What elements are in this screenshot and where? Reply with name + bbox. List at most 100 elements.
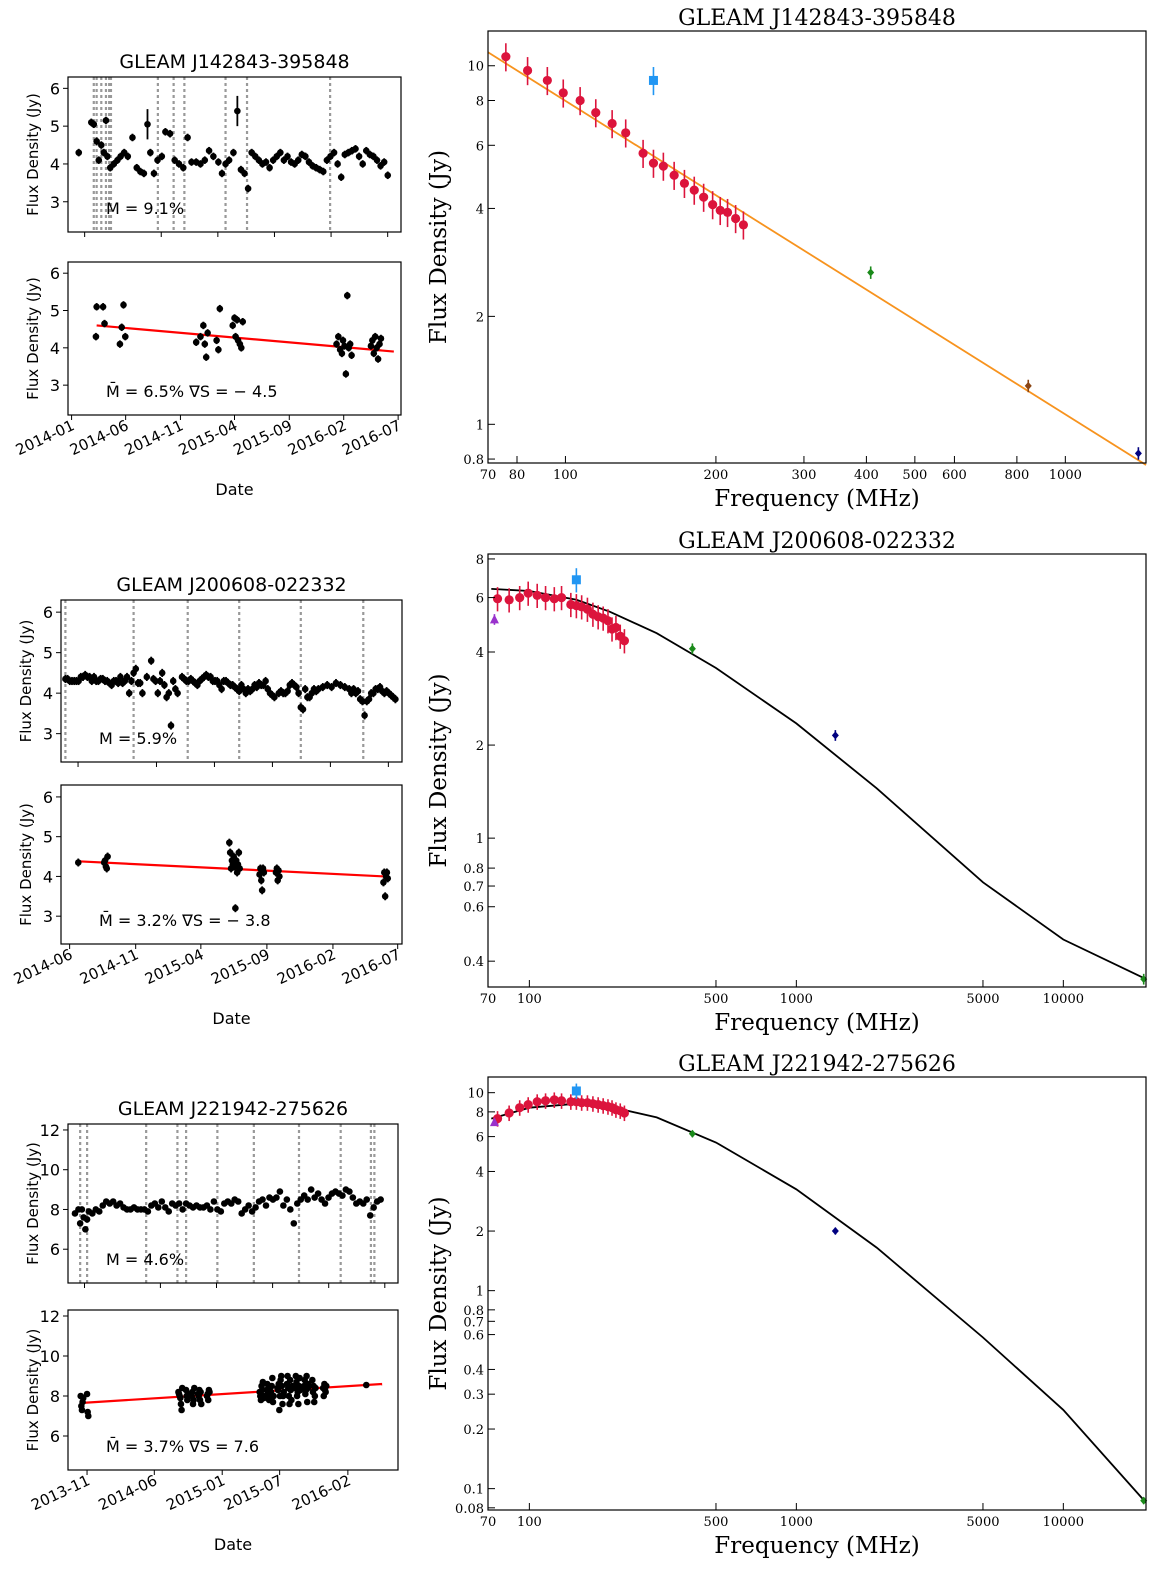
data-point: [532, 1097, 542, 1107]
data-point: [515, 1103, 525, 1113]
data-point: [374, 355, 382, 363]
data-point: [188, 158, 195, 166]
data-point: [90, 120, 98, 128]
x-tick-label: 2016-02: [289, 1471, 353, 1514]
data-point: [556, 1096, 567, 1106]
trend-line: [80, 1382, 383, 1405]
data-point: [287, 1206, 294, 1213]
data-point: [268, 1382, 276, 1390]
data-point: [377, 335, 385, 342]
x-tick-label: 80: [509, 468, 526, 483]
data-point: [257, 877, 265, 884]
data-point: [532, 590, 542, 600]
x-tick-label: 10000: [1043, 1515, 1084, 1530]
data-point: [322, 1382, 330, 1390]
variability-annotation: M = 5.9%: [99, 729, 177, 748]
data-point: [204, 329, 211, 337]
data-point: [104, 153, 111, 160]
sed-panel-sed1: GLEAM J142843-395848 70 80 100 200 300 400 500 6…: [426, 6, 1147, 512]
y-tick-label: 4: [476, 202, 484, 217]
data-point: [225, 156, 233, 164]
y-tick-label: 5: [43, 828, 53, 847]
data-point: [722, 207, 733, 217]
y-tick-label: 6: [43, 603, 53, 622]
data-point: [542, 75, 552, 86]
data-point: [234, 1198, 242, 1205]
data-point: [276, 873, 283, 880]
x-tick-label: 800: [1004, 468, 1029, 483]
y-tick-label: 3: [43, 907, 53, 926]
y-tick-label: 5: [50, 302, 60, 321]
y-tick-label: 4: [43, 867, 53, 886]
data-point: [303, 1398, 311, 1406]
data-point: [178, 1406, 185, 1414]
data-point: [611, 622, 621, 633]
data-point: [271, 693, 278, 701]
data-point: [83, 1216, 91, 1223]
data-point: [192, 338, 200, 346]
x-tick-label: 100: [553, 468, 578, 483]
data-point: [504, 595, 514, 605]
data-point: [175, 160, 183, 168]
data-point: [95, 1208, 103, 1215]
data-point: [277, 1372, 285, 1380]
data-point: [295, 689, 302, 697]
data-point: [277, 149, 284, 156]
data-point: [1134, 449, 1142, 458]
data-point: [200, 322, 207, 329]
x-tick-label: 5000: [966, 1515, 999, 1530]
panel-title: GLEAM J200608-022332: [678, 529, 956, 554]
data-point: [118, 324, 126, 331]
data-point: [288, 1396, 295, 1404]
data-point: [166, 130, 174, 138]
data-point: [342, 370, 350, 378]
data-point: [213, 337, 220, 344]
data-point: [380, 879, 387, 886]
data-point: [158, 1198, 166, 1205]
data-point: [147, 657, 155, 665]
data-point: [215, 346, 222, 353]
x-tick-label: 300: [792, 468, 817, 483]
data-point: [619, 636, 630, 646]
x-tick-label: 2015-04: [142, 945, 206, 988]
x-tick-label: 2014-06: [67, 416, 131, 459]
data-point: [245, 1202, 252, 1209]
data-point: [136, 679, 144, 687]
y-axis-label: Flux Density (Jy): [426, 150, 452, 344]
data-point: [658, 161, 668, 171]
data-point: [738, 220, 749, 230]
data-point: [343, 292, 351, 299]
data-point: [279, 1400, 286, 1408]
data-point: [679, 178, 690, 188]
data-point: [139, 689, 146, 697]
y-tick-label: 0.3: [463, 1388, 484, 1403]
data-point: [197, 1400, 205, 1408]
data-point: [215, 158, 222, 166]
plot-frame: [60, 599, 403, 763]
y-tick-label: 1: [476, 1285, 484, 1300]
data-point: [155, 1204, 162, 1211]
data-point: [125, 689, 133, 697]
data-point: [373, 156, 381, 164]
data-point: [229, 322, 237, 329]
data-point: [165, 1208, 173, 1215]
data-point: [348, 351, 355, 359]
data-point: [140, 170, 148, 177]
data-point: [303, 1372, 310, 1380]
variability-annotation: M = 4.6%: [106, 1250, 184, 1269]
y-tick-label: 0.6: [463, 1329, 484, 1344]
x-tick-label: 2014-06: [96, 1471, 160, 1514]
data-point: [591, 108, 601, 118]
x-axis-label: Date: [215, 480, 253, 499]
y-axis-label: Flux Density (Jy): [17, 620, 35, 743]
x-tick-label: 500: [902, 468, 927, 483]
data-point: [124, 153, 132, 160]
y-tick-label: 6: [50, 79, 60, 98]
data-point: [867, 268, 875, 277]
data-point: [322, 1388, 329, 1396]
data-point: [337, 173, 345, 181]
data-point: [648, 75, 658, 85]
data-point: [175, 1200, 183, 1207]
data-point: [278, 1382, 286, 1390]
data-point: [202, 353, 210, 361]
